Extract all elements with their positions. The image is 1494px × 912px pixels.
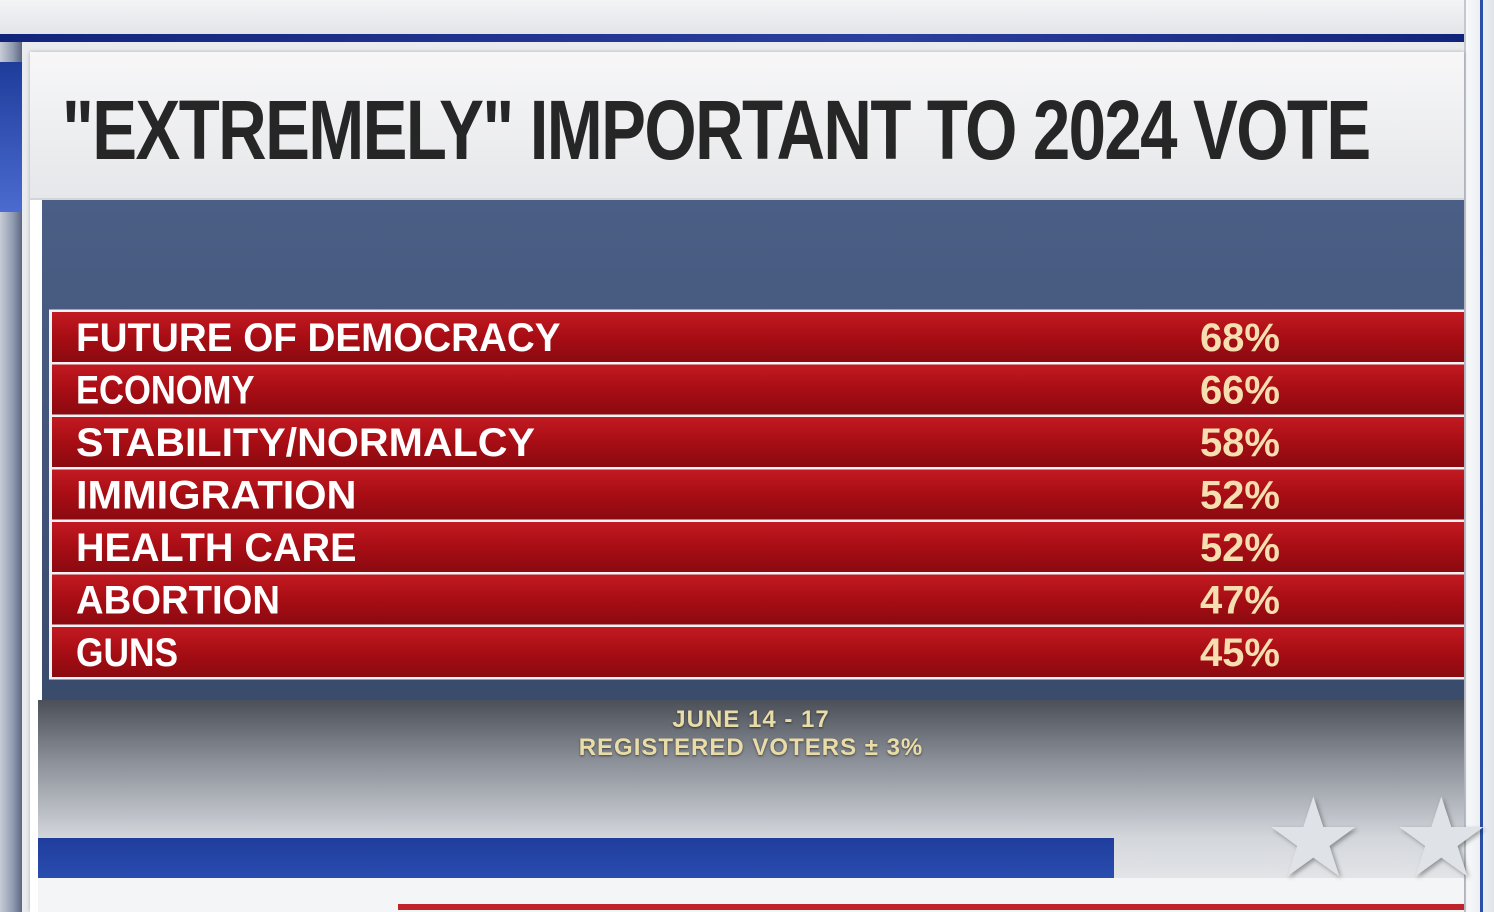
top-blue-rule — [0, 34, 1464, 42]
bottom-red-line — [398, 904, 1464, 910]
left-edge — [0, 42, 22, 912]
footer: JUNE 14 - 17 REGISTERED VOTERS ± 3% ★ ★ — [38, 700, 1491, 912]
row-label: HEALTH CARE — [76, 526, 357, 570]
right-edge — [1464, 0, 1494, 912]
star-icon: ★ — [1392, 777, 1491, 900]
row-label: IMMIGRATION — [76, 474, 356, 518]
row-label: ABORTION — [76, 579, 280, 623]
row-value: 58% — [1200, 421, 1280, 465]
poll-dates: JUNE 14 - 17 — [672, 706, 830, 733]
row-value: 45% — [1200, 631, 1280, 675]
row-background — [52, 469, 1464, 520]
poll-sample: REGISTERED VOTERS ± 3% — [578, 734, 924, 761]
row-background — [52, 417, 1464, 467]
bottom-blue-bar — [38, 838, 1114, 878]
table-row: IMMIGRATION 52% — [52, 469, 1464, 520]
row-value: 66% — [1200, 369, 1280, 413]
title-bar: "EXTREMELY" IMPORTANT TO 2024 VOTE — [30, 52, 1464, 200]
row-label: ECONOMY — [76, 369, 255, 413]
table-row: FUTURE OF DEMOCRACY 68% — [52, 312, 1464, 362]
row-label: STABILITY/NORMALCY — [76, 421, 535, 465]
row-label: GUNS — [76, 631, 178, 675]
left-blue-strip — [0, 62, 22, 212]
row-background — [52, 522, 1464, 572]
chart-rows: FUTURE OF DEMOCRACY 68%ECONOMY 66%STABILIT… — [49, 309, 1464, 680]
star-icon: ★ — [1264, 777, 1363, 900]
row-value: 68% — [1200, 316, 1280, 360]
chart-body: FUTURE OF DEMOCRACY 68% ECONOMY 66% STABILIT… — [42, 200, 1464, 700]
right-blue-line — [1480, 0, 1483, 912]
table-row: HEALTH CARE 52% — [52, 522, 1464, 572]
table-row: GUNS 45% — [52, 627, 1464, 677]
row-value: 47% — [1200, 579, 1280, 623]
table-row: STABILITY/NORMALCY 58% — [52, 417, 1464, 467]
row-label: FUTURE OF DEMOCRACY — [76, 316, 561, 360]
background-top — [0, 0, 1494, 40]
row-background — [52, 627, 1464, 677]
table-row: ECONOMY 66% — [52, 364, 1464, 415]
table-row: ABORTION 47% — [52, 574, 1464, 625]
row-value: 52% — [1200, 526, 1280, 570]
chart-title: "EXTREMELY" IMPORTANT TO 2024 VOTE — [62, 83, 1371, 177]
row-value: 52% — [1200, 474, 1280, 518]
row-background — [52, 312, 1464, 362]
row-background — [52, 364, 1464, 415]
graphic-panel: "EXTREMELY" IMPORTANT TO 2024 VOTE FUTUR… — [30, 52, 1491, 912]
row-background — [52, 574, 1464, 625]
